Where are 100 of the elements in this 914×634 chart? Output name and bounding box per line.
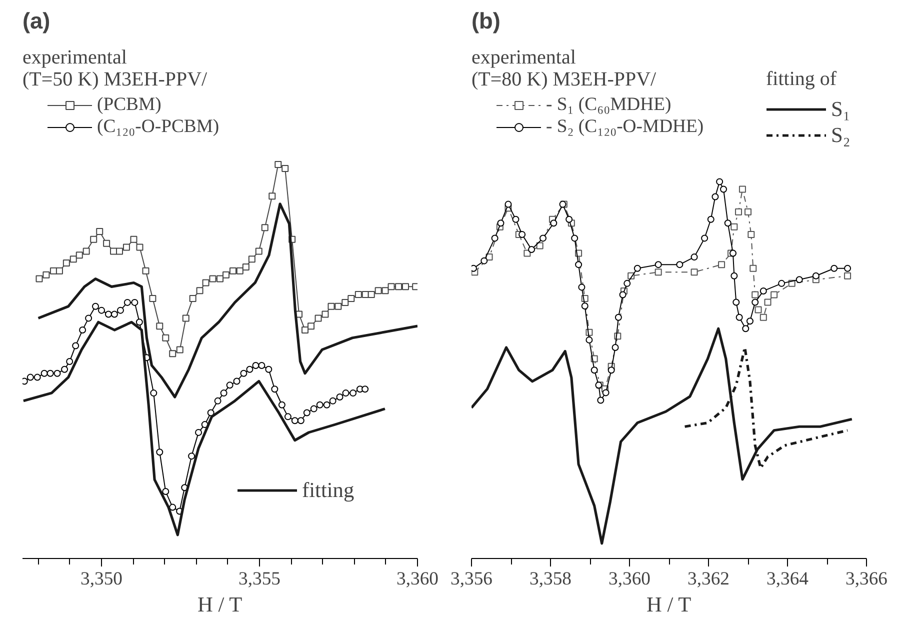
point [302,326,309,334]
point [348,295,355,302]
legend-label: - S₂ (C₁₂₀-O-MDHE) [546,116,704,138]
point [240,370,248,377]
point [308,322,315,330]
point [229,267,236,274]
legend-title: experimental (T=50 K) M3EH-PPV/ [22,46,208,90]
point [581,302,588,310]
point [736,314,743,321]
point [246,366,254,373]
point [619,291,626,298]
point [575,261,582,268]
point [566,216,573,223]
point [760,287,767,294]
point [518,230,526,238]
point [735,208,742,216]
point [707,216,714,223]
x-tick-label: 3,360 [608,568,650,590]
point [72,342,80,350]
point [34,374,41,381]
point [718,261,726,268]
point [274,161,282,168]
point [336,393,344,400]
point [303,409,310,416]
point [131,298,138,306]
point [480,257,488,264]
point [310,405,318,412]
text: fitting of [766,68,838,91]
point [110,310,118,318]
point [195,428,202,436]
point [322,310,329,318]
point [654,268,662,276]
point [92,302,99,310]
point [334,302,342,310]
point [750,264,757,272]
legend-label: S₂ [831,122,851,148]
point [716,178,724,186]
point [291,417,298,424]
point [214,397,222,404]
point [614,314,622,321]
point [216,275,224,282]
point [104,310,112,318]
point [70,256,77,263]
point [297,417,304,424]
point [136,244,144,251]
point [82,248,90,255]
point [226,382,234,389]
point [690,254,698,261]
point [578,284,586,291]
point [382,287,389,294]
point [122,244,130,251]
point [676,261,684,268]
point [730,272,738,280]
point [754,306,762,314]
point [156,448,164,456]
point [169,350,176,358]
point [66,358,74,366]
point [760,314,767,321]
point [233,378,240,385]
point [76,252,83,259]
point [752,298,759,306]
point [189,295,196,302]
point [209,275,216,282]
chart-title: (a) [22,8,50,34]
point [738,186,746,193]
legend-label: fitting [302,477,354,503]
x-tick-label: 3,350 [80,568,122,590]
point [182,314,190,322]
legend-label: - S₁ (C₆₀MDHE) [546,94,672,116]
point [844,272,852,280]
point [103,240,110,247]
point [271,386,278,393]
point [342,298,349,306]
point [258,362,266,369]
point [764,298,772,306]
point [748,230,755,238]
point [90,236,98,243]
point [586,336,593,344]
point [730,223,738,230]
point [612,344,619,351]
chart-title: (b) [472,8,500,34]
point [149,295,156,302]
point [116,306,124,314]
point [388,283,395,290]
point [770,291,778,298]
point [368,291,375,298]
point [354,291,362,298]
point [778,280,786,287]
point [362,386,369,393]
point [844,264,852,272]
point [491,234,498,242]
point [136,318,143,326]
point [142,267,150,274]
point [742,325,750,332]
point [374,287,382,294]
point [724,220,732,227]
point [720,186,728,193]
x-tick-label: 3,355 [238,568,280,590]
point [402,283,409,290]
point [252,362,260,369]
